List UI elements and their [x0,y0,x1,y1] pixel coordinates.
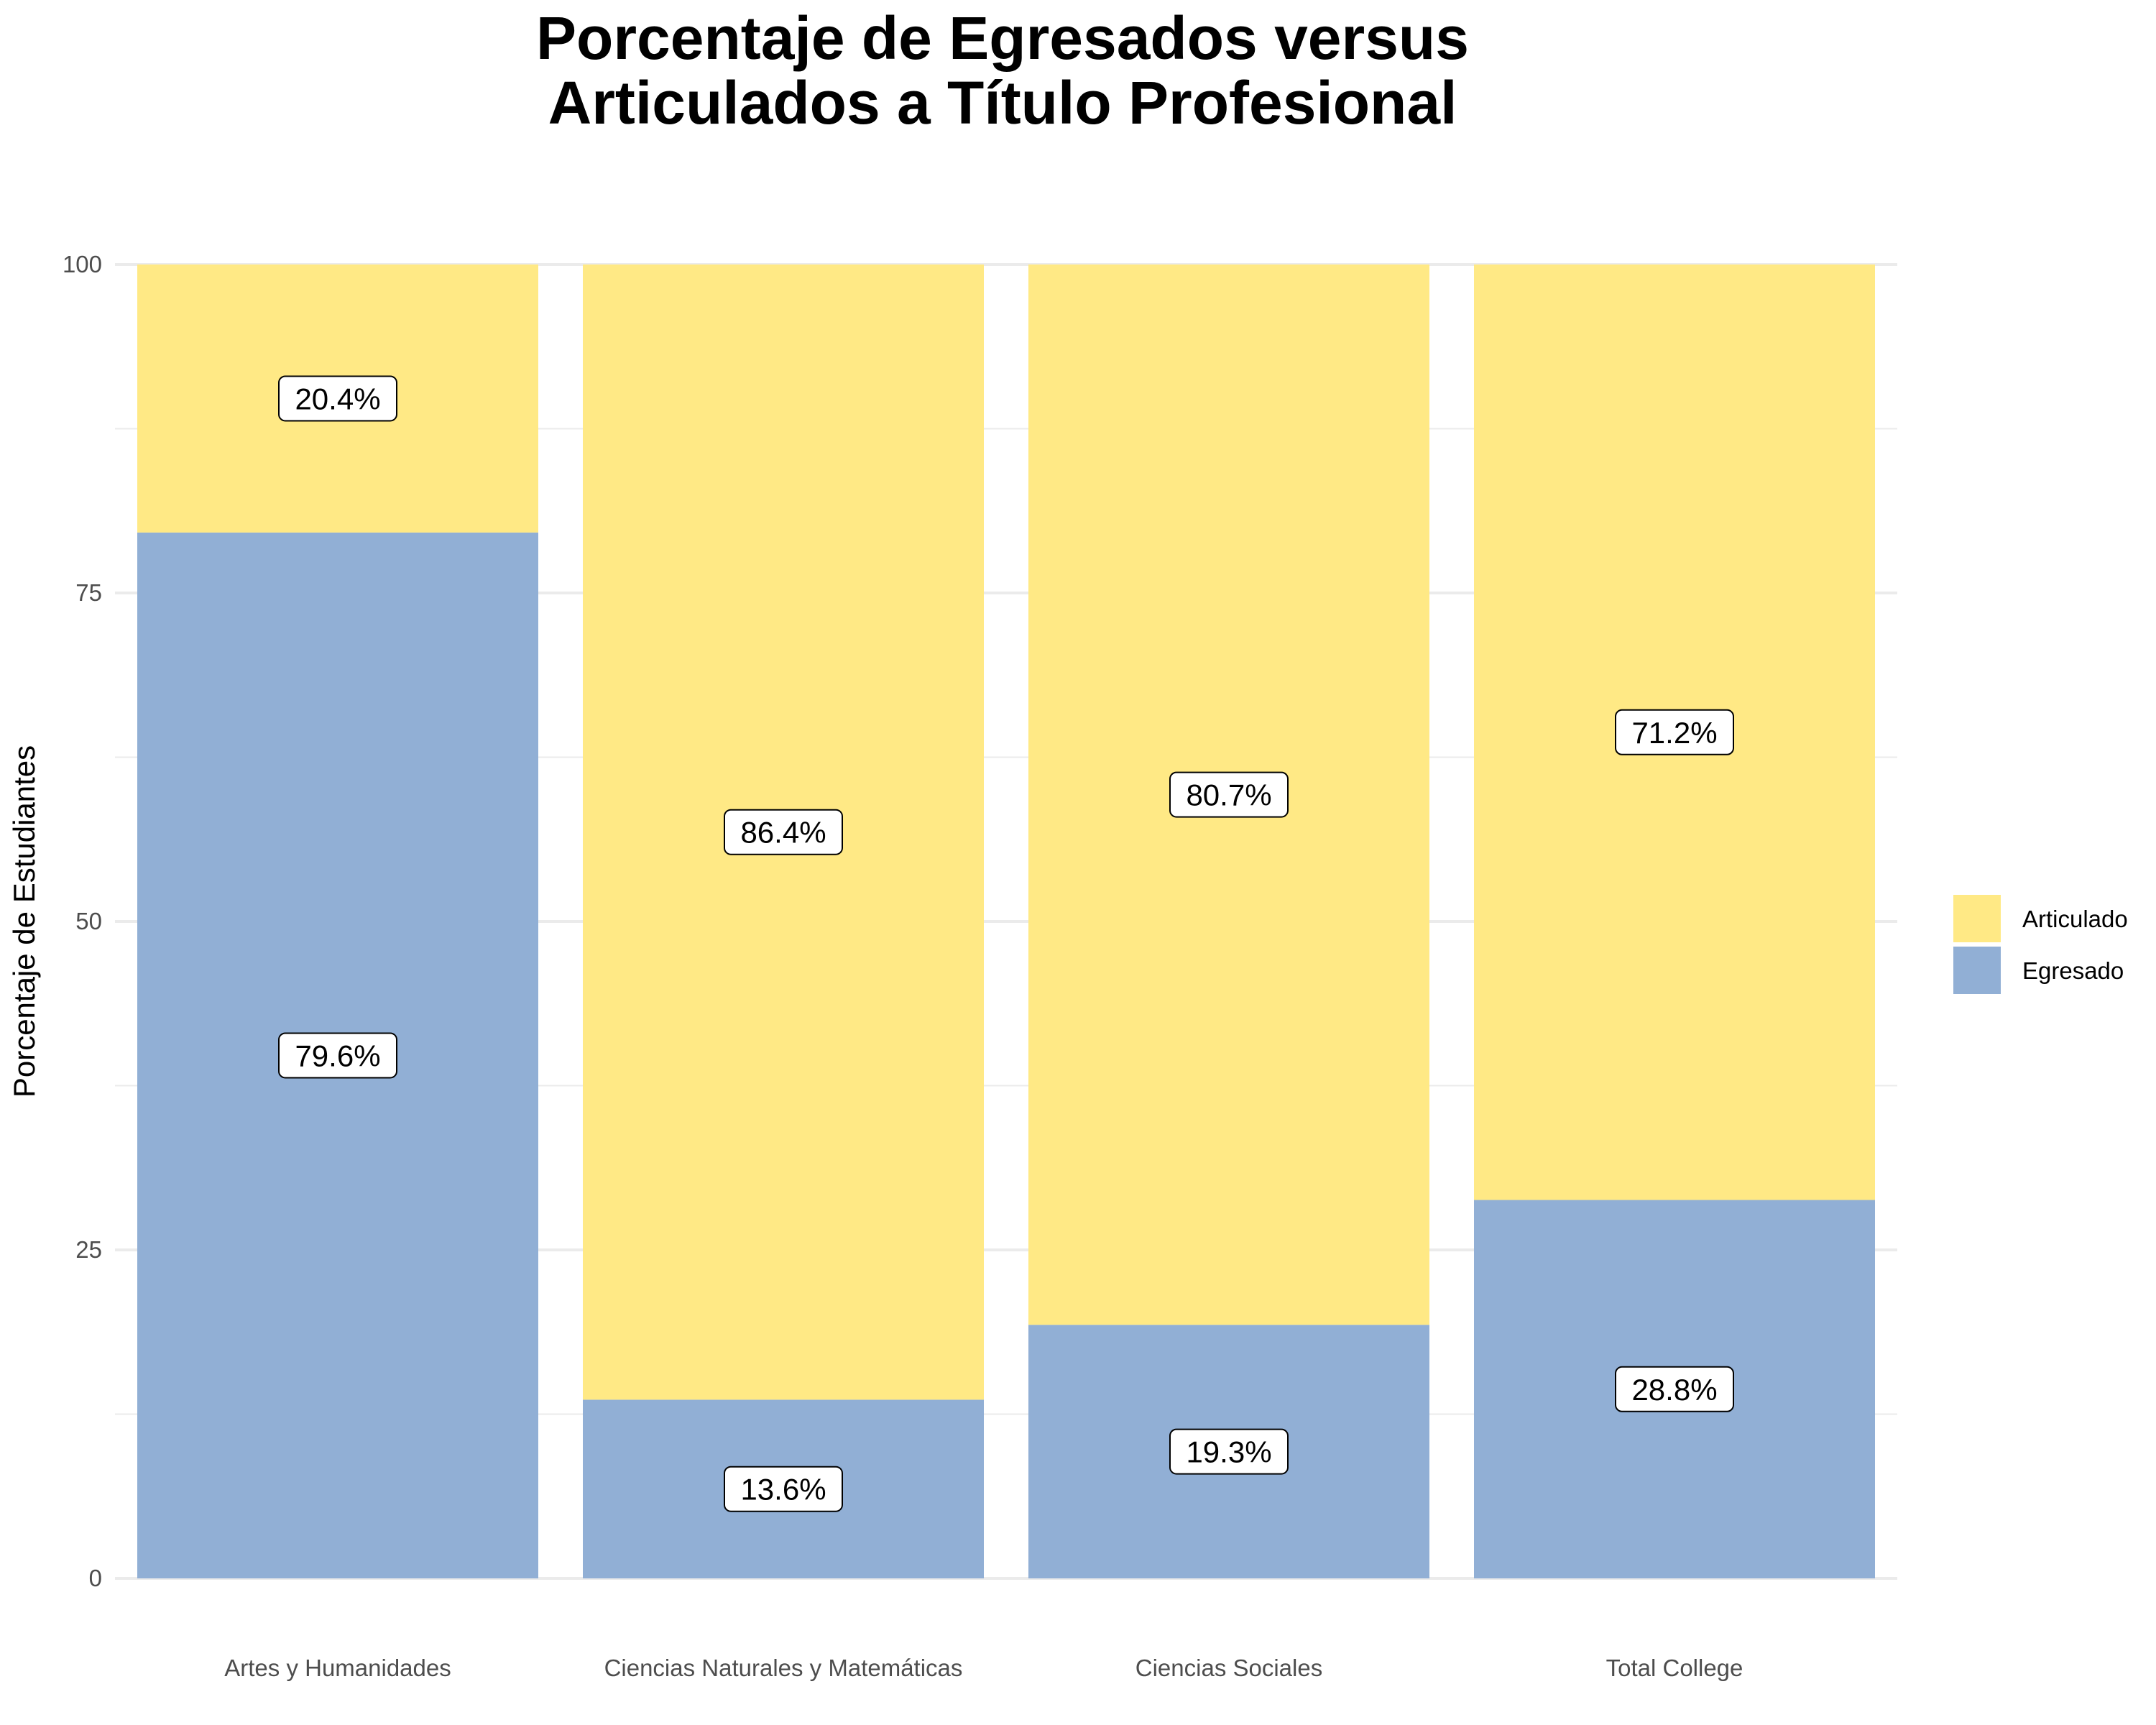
data-label-text: 13.6% [740,1473,826,1506]
data-label-text: 71.2% [1631,716,1717,750]
data-label-box [278,1032,397,1079]
data-label-box [278,375,397,422]
data-label-egresado-4: 28.8% [1615,1366,1734,1412]
data-label-text: 28.8% [1631,1373,1717,1407]
y-tick-label: 25 [75,1236,102,1263]
x-tick-label: Ciencias Naturales y Matemáticas [604,1655,963,1681]
y-tick-label: 50 [75,908,102,934]
chart-title-line-1: Porcentaje de Egresados versus [536,4,1469,72]
data-label-box [724,809,843,855]
data-label-text: 79.6% [295,1039,380,1072]
legend: Articulado Egresado [1953,895,2128,994]
x-tick-label: Ciencias Sociales [1135,1655,1322,1681]
data-label-box [1169,1428,1289,1475]
data-label-articulado-2: 86.4% [724,809,843,855]
data-label-egresado-3: 19.3% [1169,1428,1289,1475]
legend-swatch-egresado [1953,947,2001,994]
y-tick-label: 0 [89,1565,102,1591]
data-label-text: 80.7% [1186,778,1271,812]
legend-swatch-articulado [1953,895,2001,942]
bars [137,264,1875,1578]
data-label-articulado-4: 71.2% [1615,709,1734,755]
data-label-articulado-3: 80.7% [1169,771,1289,818]
chart-title-line-2: Articulados a Título Profesional [548,69,1457,137]
data-labels: 79.6% 20.4% 13.6% 86.4% 19.3% 80.7% 28.8% 71.2% [278,375,1734,1512]
data-label-egresado-1: 79.6% [278,1032,397,1079]
x-tick-label: Total College [1606,1655,1743,1681]
legend-label-articulado: Articulado [2022,906,2128,932]
data-label-text: 86.4% [740,816,826,850]
y-tick-label: 100 [63,251,102,277]
data-label-text: 19.3% [1186,1435,1271,1469]
y-axis-label: Porcentaje de Estudiantes [7,745,41,1098]
data-label-box [1615,709,1734,755]
data-label-text: 20.4% [295,382,380,415]
y-axis-ticks: 0 25 50 75 100 [63,251,102,1591]
x-tick-label: Artes y Humanidades [224,1655,451,1681]
legend-label-egresado: Egresado [2022,957,2124,984]
y-tick-label: 75 [75,579,102,606]
data-label-articulado-1: 20.4% [278,375,397,422]
data-label-box [724,1466,843,1512]
data-label-box [1615,1366,1734,1412]
x-axis-ticks: Artes y Humanidades Ciencias Naturales y … [224,1655,1743,1681]
data-label-egresado-2: 13.6% [724,1466,843,1512]
data-label-box [1169,771,1289,818]
